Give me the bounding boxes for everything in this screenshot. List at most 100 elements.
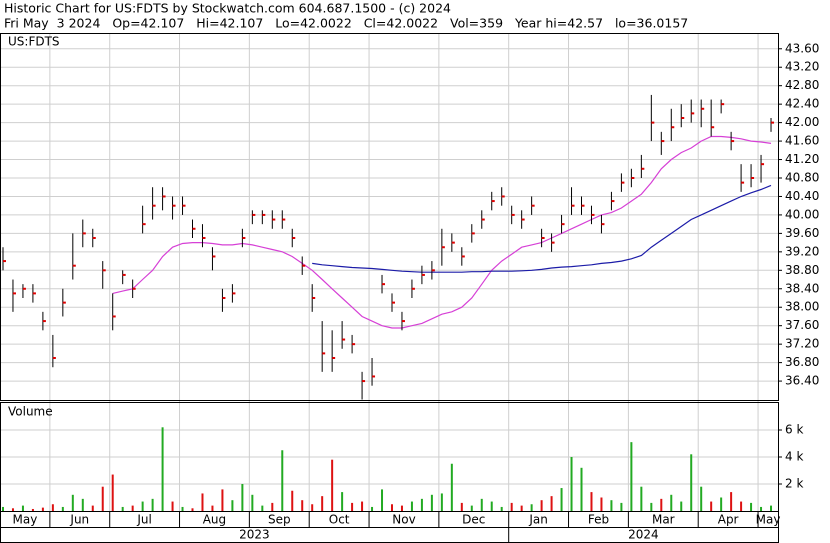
y-tick-label: 38.80	[785, 263, 819, 277]
volume-bar	[201, 493, 204, 511]
volume-bar	[91, 505, 94, 511]
x-tick-label: Oct	[329, 513, 350, 527]
volume-bar	[331, 459, 334, 511]
volume-bar	[570, 457, 573, 511]
x-tick-label: Jan	[528, 513, 548, 527]
volume-bar	[590, 492, 593, 511]
y-tick-label: 37.60	[785, 318, 819, 332]
chart-title: Historic Chart for US:FDTS by Stockwatch…	[4, 1, 451, 16]
y-tick-label: 36.40	[785, 374, 819, 388]
moving-average	[312, 184, 772, 273]
volume-bar	[231, 500, 234, 511]
y-tick-label: 42.40	[785, 97, 819, 111]
volume-bar	[510, 502, 513, 511]
volume-bar	[131, 505, 134, 511]
price-frame	[0, 33, 779, 401]
volume-bar	[31, 508, 34, 511]
volume-bar	[670, 494, 673, 511]
volume-bar	[420, 498, 423, 511]
volume-bar	[400, 505, 403, 511]
volume-bar	[540, 500, 543, 511]
y-tick-label: 40.00	[785, 207, 819, 221]
volume-bar	[600, 497, 603, 511]
symbol-label: US:FDTS	[8, 35, 60, 49]
volume-bar	[311, 504, 314, 511]
volume-bar	[750, 502, 753, 511]
volume-bar	[371, 506, 374, 511]
marks	[1, 94, 775, 511]
y-tick-label: 40.80	[785, 171, 819, 185]
volume-bar	[690, 454, 693, 511]
volume-bar	[630, 442, 633, 511]
y-tick-label: 41.60	[785, 134, 819, 148]
volume-bar	[460, 502, 463, 511]
y-tick-label: 37.20	[785, 337, 819, 351]
volume-bar	[500, 506, 503, 511]
volume-bar	[450, 463, 453, 511]
x-tick-label: Jul	[136, 513, 151, 527]
volume-bar	[480, 498, 483, 511]
volume-bar	[361, 501, 364, 511]
volume-bar	[700, 486, 703, 511]
volume-bar	[221, 489, 224, 511]
volume-bar	[241, 484, 244, 511]
volume-bar	[121, 506, 124, 511]
volume-bar	[530, 504, 533, 511]
y-tick-label: 43.60	[785, 41, 819, 55]
y-tick-label: 43.20	[785, 60, 819, 74]
volume-bar	[341, 492, 344, 511]
volume-bar	[51, 504, 54, 511]
volume-bar	[660, 498, 663, 511]
volume-bar	[650, 502, 653, 511]
volume-bar	[410, 501, 413, 511]
x-tick-label: Feb	[588, 513, 609, 527]
volume-bar	[710, 501, 713, 511]
chart-subtitle: Fri May 3 2024 Op=42.107 Hi=42.107 Lo=42…	[4, 16, 688, 31]
volume-bar	[281, 450, 284, 511]
y-tick-label: 38.40	[785, 281, 819, 295]
volume-bar	[61, 506, 64, 511]
volume-bar	[321, 496, 324, 511]
grid	[0, 34, 778, 511]
x-tick-label: May	[756, 513, 781, 527]
volume-bar	[181, 506, 184, 511]
volume-bar	[171, 501, 174, 511]
x-tick-label: Sep	[268, 513, 291, 527]
volume-bar	[161, 427, 164, 511]
volume-bar	[720, 497, 723, 511]
y-tick-label: 40.40	[785, 189, 819, 203]
volume-bar	[390, 504, 393, 511]
volume-bar	[11, 508, 14, 511]
volume-bar	[430, 494, 433, 511]
volume-bar	[680, 501, 683, 511]
x-tick-label: Apr	[718, 513, 739, 527]
volume-bar	[730, 492, 733, 511]
year-label: 2023	[239, 528, 270, 542]
volume-bar	[740, 501, 743, 511]
volume-bar	[560, 488, 563, 511]
x-tick-label: Jun	[69, 513, 89, 527]
volume-bar	[301, 500, 304, 511]
volume-bar	[490, 501, 493, 511]
volume-bar	[141, 501, 144, 511]
volume-bar	[271, 502, 274, 511]
volume-bar	[351, 502, 354, 511]
x-tick-label: May	[13, 513, 38, 527]
volume-bar	[151, 498, 154, 511]
x-tick-label: Dec	[462, 513, 485, 527]
volume-bar	[580, 467, 583, 511]
volume-label: Volume	[8, 405, 53, 419]
volume-bar	[550, 496, 553, 511]
volume-bar	[41, 507, 44, 511]
volume-tick-label: 2 k	[785, 477, 803, 491]
volume-bar	[640, 486, 643, 511]
y-tick-label: 38.00	[785, 300, 819, 314]
volume-bar	[81, 498, 84, 511]
volume-bar	[620, 502, 623, 511]
volume-bar	[1, 506, 4, 511]
volume-bar	[520, 505, 523, 511]
y-tick-label: 42.80	[785, 78, 819, 92]
volume-bar	[760, 506, 763, 511]
y-tick-label: 42.00	[785, 115, 819, 129]
year-label: 2024	[628, 528, 659, 542]
